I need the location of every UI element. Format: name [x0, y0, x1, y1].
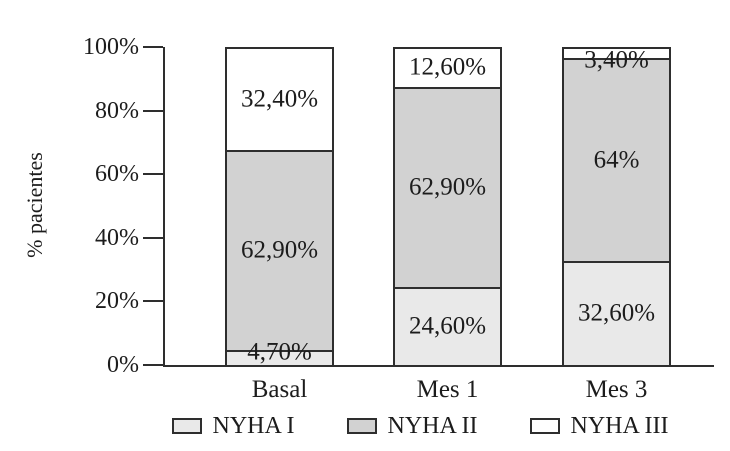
bar-segment-nyha-ii	[227, 150, 332, 351]
legend-swatch-nyha-iii	[529, 418, 560, 434]
segment-value-label: 24,60%	[408, 312, 487, 340]
y-tick-label: 80%	[95, 97, 139, 124]
segment-value-label: 64%	[593, 146, 640, 174]
legend-label-nyha-ii: NYHA II	[387, 413, 478, 439]
bar-mes-1: 24,60% 62,90% 12,60%	[393, 47, 502, 365]
x-axis-label-basal: Basal	[251, 376, 308, 403]
segment-value-label: 62,90%	[408, 173, 487, 201]
legend-swatch-nyha-ii	[346, 418, 377, 434]
legend-swatch-nyha-i	[171, 418, 202, 434]
segment-value-label: 12,60%	[408, 53, 487, 81]
bar-segment-nyha-iii	[564, 47, 669, 58]
legend-item-nyha-ii: NYHA II	[346, 413, 478, 439]
bar-segment-nyha-i	[564, 261, 669, 365]
bar-segment-nyha-ii	[564, 57, 669, 262]
y-tick-mark	[143, 46, 163, 48]
bar-segment-nyha-ii	[395, 86, 500, 287]
y-tick-mark	[143, 300, 163, 303]
plot-area: 0% 20% 40% 60% 80% 100% 4,70% 62,90% 32,40% Basal…	[83, 35, 714, 402]
segment-value-label: 4,70%	[247, 338, 312, 366]
bar-segment-nyha-i	[227, 350, 332, 365]
legend: NYHA I NYHA II NYHA III	[140, 414, 700, 438]
bar-segment-nyha-i	[395, 286, 500, 365]
bar-segment-nyha-iii	[395, 47, 500, 87]
segment-value-label: 62,90%	[240, 236, 319, 264]
legend-label-nyha-iii: NYHA III	[570, 413, 669, 439]
y-tick-mark	[143, 173, 163, 176]
x-axis-label-mes-3: Mes 3	[585, 376, 648, 403]
legend-label-nyha-i: NYHA I	[212, 413, 295, 439]
y-tick-mark	[143, 236, 163, 239]
y-tick-label: 20%	[95, 288, 139, 315]
x-axis-label-mes-1: Mes 1	[416, 376, 479, 403]
y-axis-title: % pacientes	[22, 152, 47, 258]
bar-mes-3: 32,60% 64% 3,40%	[562, 47, 671, 365]
y-tick-label: 40%	[95, 224, 139, 251]
segment-value-label: 32,40%	[240, 85, 319, 113]
y-tick-label: 0%	[107, 352, 139, 378]
segment-value-label: 32,60%	[577, 299, 656, 327]
y-tick-label: 100%	[83, 34, 139, 60]
y-tick-label: 60%	[95, 161, 139, 188]
legend-item-nyha-iii: NYHA III	[529, 413, 669, 439]
legend-item-nyha-i: NYHA I	[171, 413, 295, 439]
bar-segment-nyha-iii	[227, 47, 332, 151]
y-tick-mark	[143, 364, 163, 366]
segment-value-label: 3,40%	[584, 46, 649, 74]
y-tick-mark	[143, 109, 163, 112]
bar-basal: 4,70% 62,90% 32,40%	[225, 47, 334, 365]
